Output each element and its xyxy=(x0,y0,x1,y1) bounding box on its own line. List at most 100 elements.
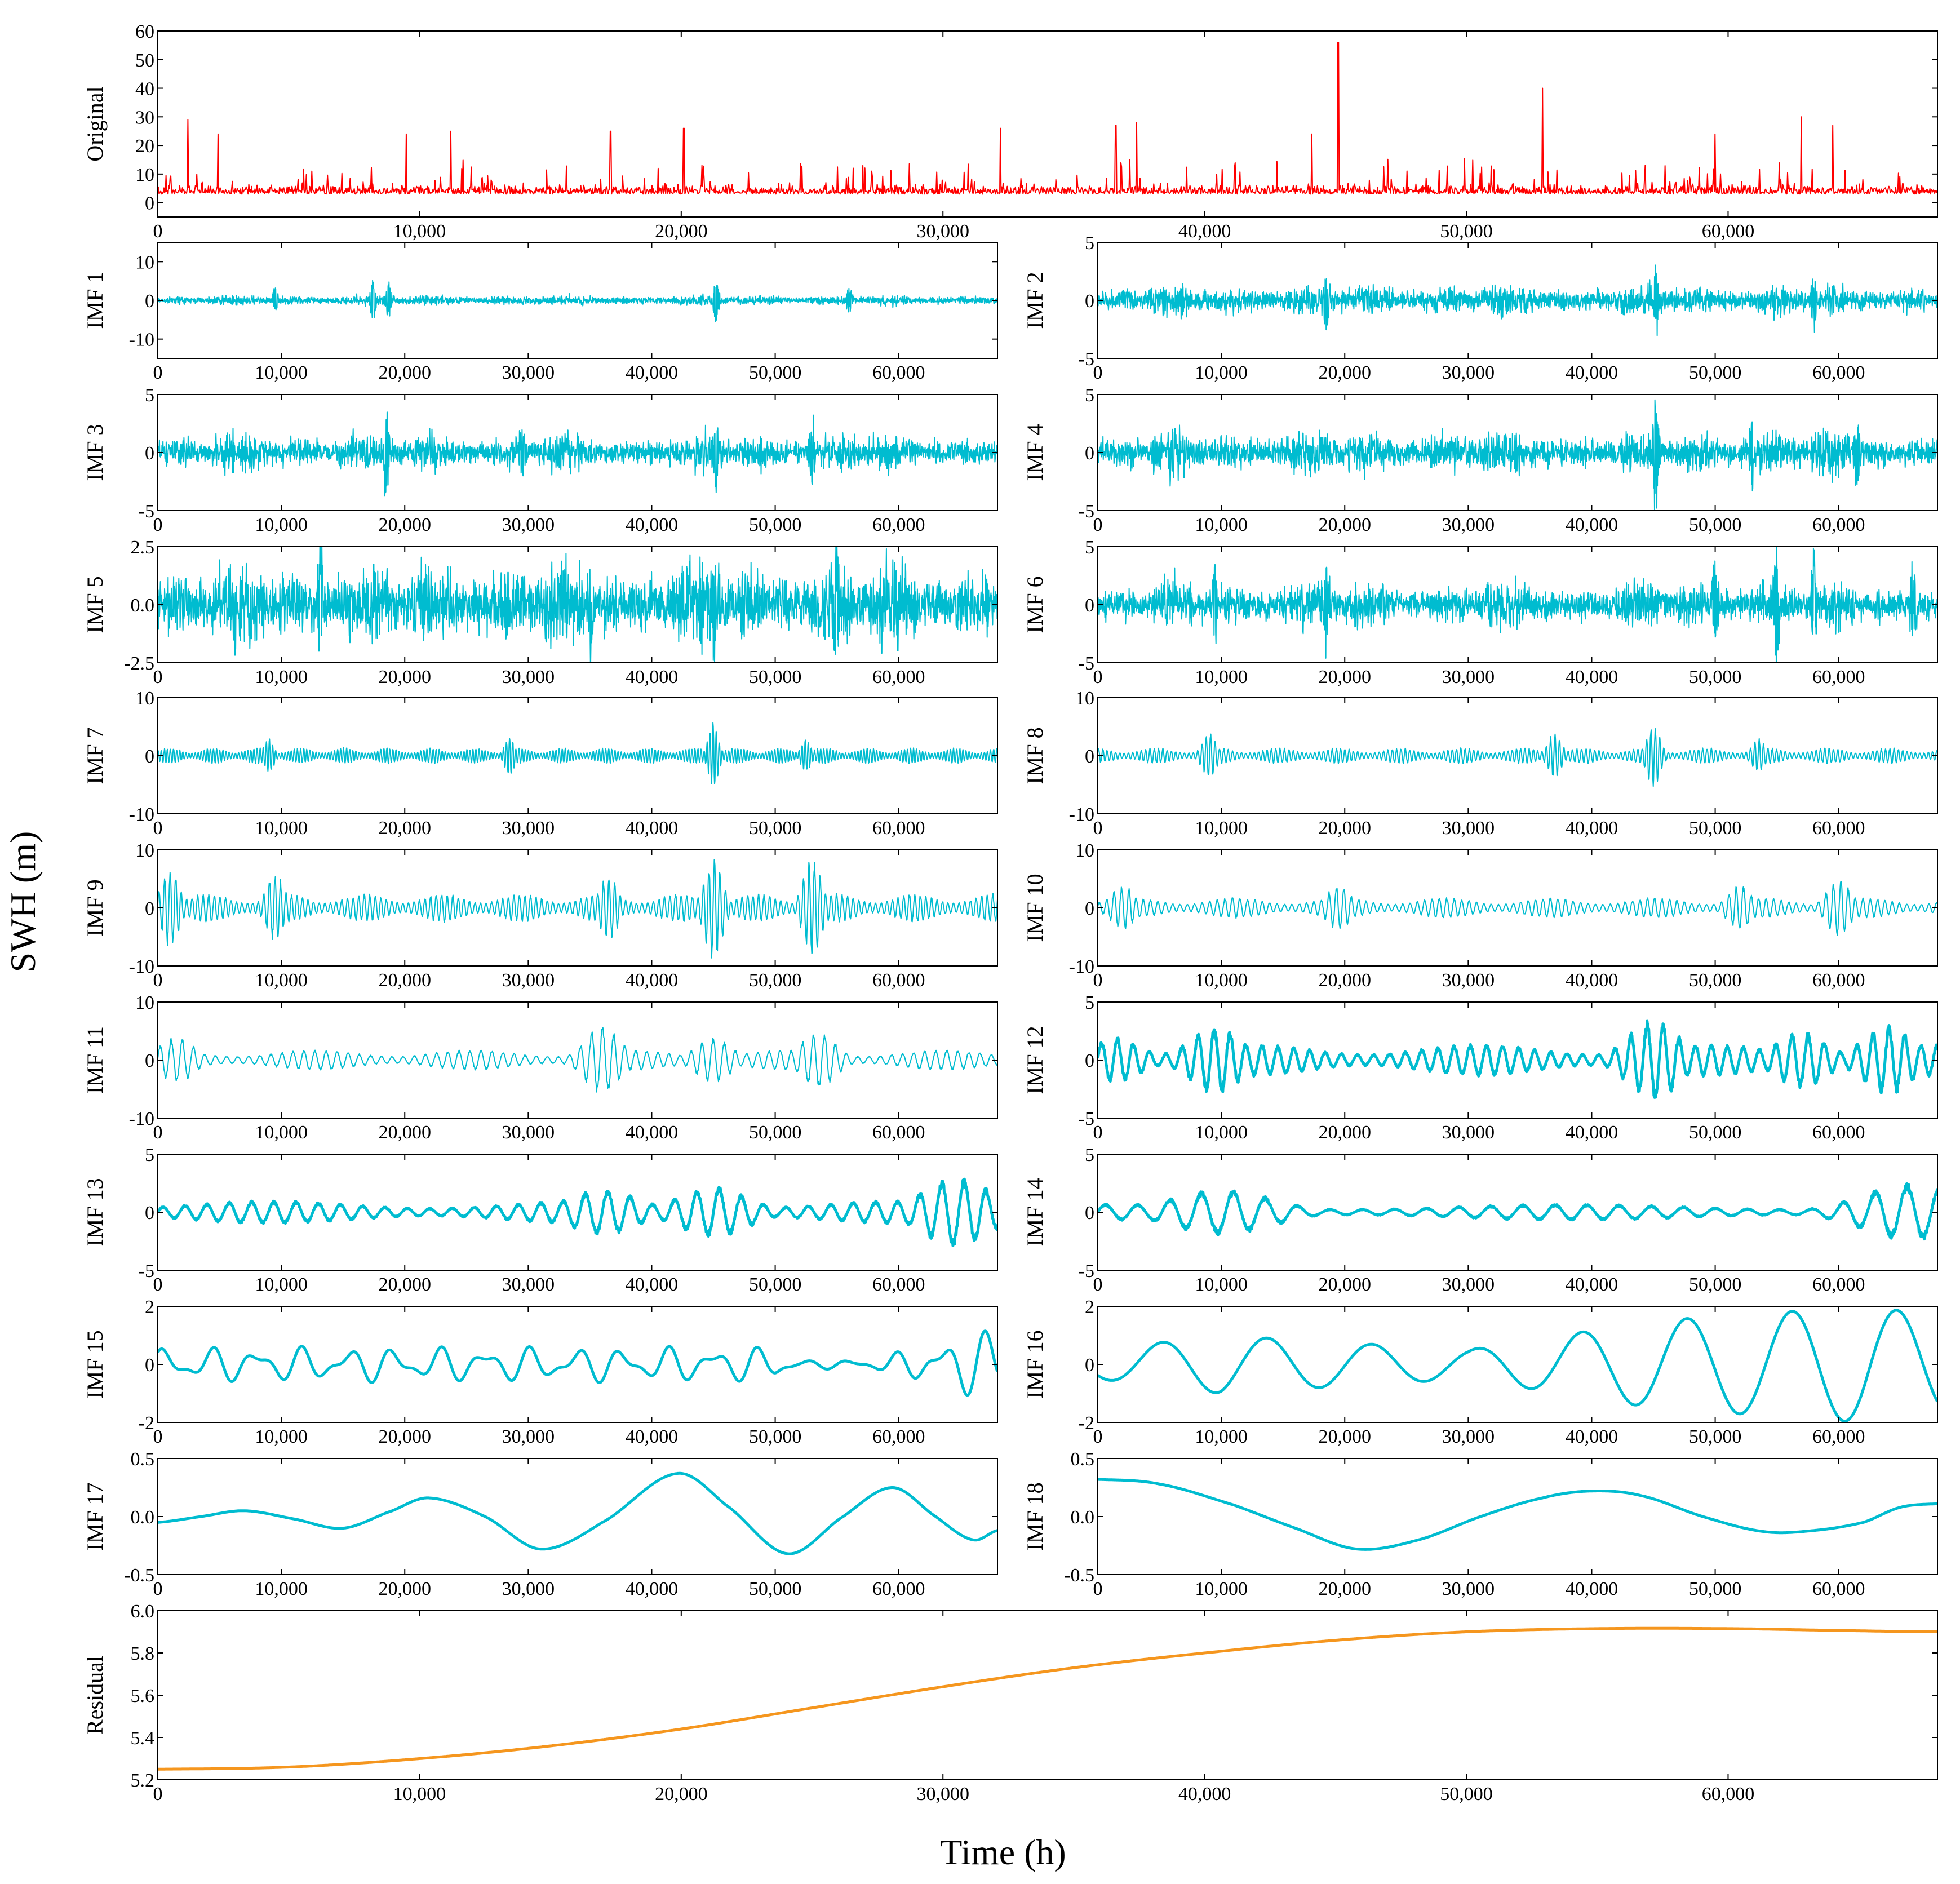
imf10-xtick-label: 50,000 xyxy=(1689,970,1742,991)
figure-xlabel: Time (h) xyxy=(940,1832,1066,1872)
imf18-xtick-label: 60,000 xyxy=(1812,1579,1865,1599)
imf1-xtick-label: 20,000 xyxy=(378,362,431,383)
imf9-ytick-label: 0 xyxy=(145,898,154,919)
imf14-axes-frame xyxy=(1097,1154,1938,1271)
imf10-xtick-label: 40,000 xyxy=(1566,970,1618,991)
imf14-ytick-label: -5 xyxy=(1079,1261,1094,1282)
residual-ytick-label: 5.6 xyxy=(131,1686,155,1706)
imf5-ylabel: IMF 5 xyxy=(82,576,108,633)
imf4-xtick-label: 40,000 xyxy=(1566,515,1618,535)
imf10-xtick-label: 0 xyxy=(1093,970,1103,991)
imf8-xtick-label: 30,000 xyxy=(1442,818,1495,839)
imf13-xtick-label: 10,000 xyxy=(255,1274,308,1295)
imf15-xtick-label: 40,000 xyxy=(626,1426,679,1447)
imf6-xtick-label: 20,000 xyxy=(1318,667,1371,688)
imf8-series-line xyxy=(1098,728,1937,787)
imf13-ytick-label: -5 xyxy=(139,1261,154,1282)
imf6-ylabel: IMF 6 xyxy=(1022,576,1048,633)
imf9-ytick-label: 10 xyxy=(135,840,154,861)
imf14-xtick-label: 10,000 xyxy=(1195,1274,1248,1295)
imf16-xtick-label: 50,000 xyxy=(1689,1426,1742,1447)
imf18-ytick-label: 0.5 xyxy=(1071,1449,1095,1470)
original-xtick-label: 60,000 xyxy=(1702,221,1755,242)
imf7-xtick-label: 0 xyxy=(153,818,163,839)
imf13-xtick-label: 50,000 xyxy=(749,1274,802,1295)
imf10-xtick-label: 10,000 xyxy=(1195,970,1248,991)
imf12-xtick-label: 20,000 xyxy=(1318,1122,1371,1143)
imf3-ylabel: IMF 3 xyxy=(82,424,108,481)
imf1-ytick-label: 0 xyxy=(145,291,154,312)
imf13-xtick-label: 60,000 xyxy=(872,1274,925,1295)
original-xtick-label: 30,000 xyxy=(916,221,969,242)
imf12-ytick-label: -5 xyxy=(1079,1109,1094,1129)
imf9-xtick-label: 40,000 xyxy=(626,970,679,991)
imf2-ytick-label: 5 xyxy=(1085,233,1094,254)
imf7-ytick-label: 0 xyxy=(145,746,154,767)
imf12-xtick-label: 40,000 xyxy=(1566,1122,1618,1143)
residual-xtick-label: 40,000 xyxy=(1178,1784,1231,1805)
original-ytick-label: 60 xyxy=(135,21,154,42)
residual-xtick-label: 10,000 xyxy=(393,1784,446,1805)
residual-series-line xyxy=(158,1626,1937,1771)
imf17-ytick-label: -0.5 xyxy=(124,1565,154,1586)
original-xtick-label: 10,000 xyxy=(393,221,446,242)
imf1-xtick-label: 30,000 xyxy=(502,362,555,383)
imf2-xtick-label: 0 xyxy=(1093,362,1103,383)
imf10-ytick-label: 10 xyxy=(1075,840,1094,861)
imf10-xtick-label: 20,000 xyxy=(1318,970,1371,991)
imf17-series-line xyxy=(158,1471,997,1555)
imf17-xtick-label: 0 xyxy=(153,1579,163,1599)
imf3-xtick-label: 40,000 xyxy=(626,515,679,535)
imf8-xtick-label: 60,000 xyxy=(1812,818,1865,839)
imf10-ytick-label: -10 xyxy=(1069,956,1094,977)
imf5-xtick-label: 50,000 xyxy=(749,667,802,688)
imf8-xtick-label: 20,000 xyxy=(1318,818,1371,839)
original-xtick-label: 50,000 xyxy=(1440,221,1493,242)
imf7-xtick-label: 50,000 xyxy=(749,818,802,839)
imf16-xtick-label: 0 xyxy=(1093,1426,1103,1447)
imf6-ytick-label: -5 xyxy=(1079,653,1094,674)
imf9-xtick-label: 10,000 xyxy=(255,970,308,991)
imf6-xtick-label: 10,000 xyxy=(1195,667,1248,688)
panel-residual: 5.2 5.4 5.6 5.8 6.0 0 10,000 20,000 30,000 40,000… xyxy=(82,1601,1938,1805)
imf18-xtick-label: 10,000 xyxy=(1195,1579,1248,1599)
imf10-axes-frame xyxy=(1097,849,1938,967)
imf15-xtick-label: 60,000 xyxy=(872,1426,925,1447)
imf16-xtick-label: 10,000 xyxy=(1195,1426,1248,1447)
panel-original: 0 10 20 30 40 50 60 0 10,000 20,000 30,000 40,000 50… xyxy=(82,21,1938,242)
imf3-ytick-label: -5 xyxy=(139,501,154,522)
imf17-ytick-label: 0.0 xyxy=(131,1507,155,1528)
imf16-xtick-label: 60,000 xyxy=(1812,1426,1865,1447)
imf17-xtick-label: 60,000 xyxy=(872,1579,925,1599)
imf6-xtick-label: 60,000 xyxy=(1812,667,1865,688)
imf10-series-line xyxy=(1098,881,1937,936)
imf1-ytick-label: -10 xyxy=(129,330,154,351)
imf2-ytick-label: 0 xyxy=(1085,291,1094,312)
imf5-series-line xyxy=(158,547,997,663)
residual-ytick-label: 6.0 xyxy=(131,1601,155,1622)
imf13-ytick-label: 0 xyxy=(145,1203,154,1224)
imf11-xtick-label: 0 xyxy=(153,1122,163,1143)
imf7-xtick-label: 20,000 xyxy=(378,818,431,839)
imf15-xtick-label: 50,000 xyxy=(749,1426,802,1447)
original-ytick-label: 40 xyxy=(135,79,154,100)
imf13-series-line xyxy=(158,1177,997,1247)
imf14-xtick-label: 30,000 xyxy=(1442,1274,1495,1295)
imf5-ytick-label: 0.0 xyxy=(131,595,155,616)
imf14-xtick-label: 40,000 xyxy=(1566,1274,1618,1295)
imf14-xtick-label: 60,000 xyxy=(1812,1274,1865,1295)
imf8-xtick-label: 50,000 xyxy=(1689,818,1742,839)
imf15-xtick-label: 10,000 xyxy=(255,1426,308,1447)
imf1-series-line xyxy=(158,280,997,322)
residual-ytick-label: 5.2 xyxy=(131,1770,155,1791)
imf2-xtick-label: 50,000 xyxy=(1689,362,1742,383)
imf15-axes-frame xyxy=(157,1306,998,1423)
imf12-ylabel: IMF 12 xyxy=(1022,1026,1048,1094)
